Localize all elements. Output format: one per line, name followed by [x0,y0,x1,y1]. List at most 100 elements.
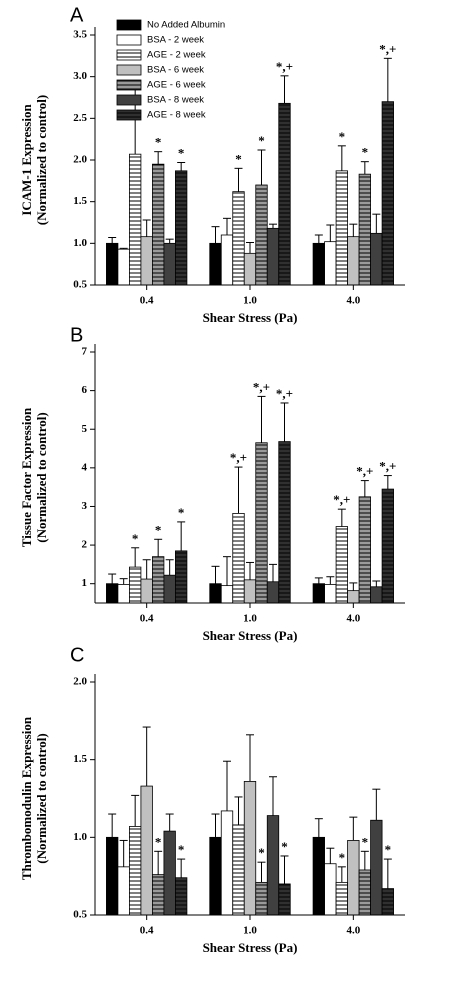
bar [140,236,153,286]
significance-mark: *,+ [333,492,350,507]
y-tick-label: 0.5 [73,279,87,291]
bar [163,830,176,916]
bar [358,496,371,604]
significance-mark: * [258,133,265,148]
legend-swatch [116,34,142,46]
y-axis-label: (Normalized to control) [34,95,49,225]
bar [370,819,383,916]
bar [163,574,176,604]
bar [358,173,371,286]
y-tick-label: 2.0 [73,154,87,166]
legend-swatch [116,109,142,121]
panel-label: A [70,4,84,26]
bar [117,866,130,916]
bar [335,526,348,604]
significance-mark: * [281,839,288,854]
bar [106,583,119,604]
significance-mark: *,+ [356,464,373,479]
y-axis-label: ICAM-1 Expression [19,104,34,216]
bar [140,578,153,604]
bar [347,590,360,604]
bar [163,242,176,286]
bar [358,869,371,916]
bar [266,815,280,916]
x-tick-label: 0.4 [140,925,154,937]
bar [106,836,119,916]
significance-mark: *,+ [379,459,396,474]
bar [140,785,153,916]
y-tick-label: 3.5 [73,29,87,41]
bar [220,810,234,916]
y-tick-label: 3 [82,500,88,512]
bar [312,583,325,604]
significance-mark: * [339,129,346,144]
bar [117,584,130,604]
bar [266,227,280,286]
x-tick-label: 0.4 [140,295,154,307]
significance-mark: *,+ [253,379,270,394]
y-tick-label: 7 [82,346,88,358]
significance-mark: * [235,151,242,166]
bar [278,102,291,286]
bar [232,824,245,916]
significance-mark: *,+ [379,41,396,56]
bar [370,586,383,604]
bar [381,888,394,916]
bar [312,836,325,916]
x-axis-label: Shear Stress (Pa) [203,310,298,325]
bar [312,242,325,286]
bar [243,252,257,286]
bar [335,170,348,286]
y-tick-label: 2.0 [73,676,87,688]
y-tick-label: 3.0 [73,70,87,82]
bar [255,442,268,604]
bar [347,236,360,286]
legend-label: BSA - 8 week [147,95,204,106]
bar [209,583,222,604]
y-axis-label: (Normalized to control) [34,733,49,863]
bar [255,184,268,286]
x-tick-label: 4.0 [346,925,360,937]
y-tick-label: 1.5 [73,753,87,765]
bar [220,585,234,604]
significance-mark: * [385,842,392,857]
y-tick-label: 4 [82,461,88,473]
x-tick-label: 4.0 [346,613,360,625]
bar [243,781,257,916]
bar [324,241,337,286]
y-axis-label: Thrombomodulin Expression [19,716,34,880]
y-tick-label: 1.0 [73,831,87,843]
panel-label: C [70,644,84,666]
legend-label: AGE - 8 week [147,110,206,121]
significance-mark: * [155,834,162,849]
bar [209,836,222,916]
bar [129,826,142,916]
significance-mark: * [362,145,369,160]
legend-swatch [116,94,142,106]
bar [324,584,337,604]
bar [152,163,165,286]
significance-mark: * [362,834,369,849]
x-tick-label: 1.0 [243,613,257,625]
y-tick-label: 6 [82,384,88,396]
bar [220,234,234,286]
y-tick-label: 0.5 [73,909,87,921]
legend-label: BSA - 2 week [147,35,204,46]
legend-swatch [116,49,142,61]
bar [209,242,222,286]
x-tick-label: 1.0 [243,295,257,307]
significance-mark: *,+ [276,386,293,401]
bar [117,248,130,286]
bar [370,232,383,286]
significance-mark: * [178,145,185,160]
bar [129,566,142,604]
bar [232,513,245,604]
legend-swatch [116,19,142,31]
bar [278,441,291,604]
legend-label: AGE - 6 week [147,80,206,91]
x-tick-label: 0.4 [140,613,154,625]
y-tick-label: 1 [82,577,88,589]
y-tick-label: 5 [82,423,88,435]
significance-mark: * [339,850,346,865]
legend-swatch [116,64,142,76]
